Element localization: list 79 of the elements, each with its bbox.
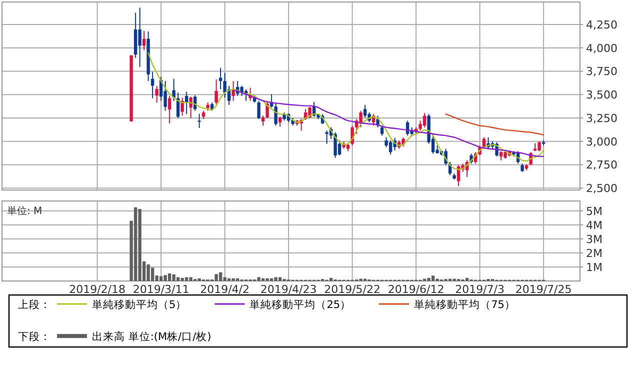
bar — [180, 278, 184, 281]
bar — [138, 209, 142, 281]
bar — [232, 278, 235, 281]
legend-label: 単純移動平均（25） — [250, 299, 352, 311]
y-tick-label: 2,500 — [586, 182, 618, 196]
candlestick — [380, 125, 384, 136]
candlestick — [223, 72, 226, 98]
y-tick-label: 3,250 — [586, 112, 618, 125]
x-tick-label: 2019/7/3 — [455, 283, 505, 296]
x-tick-label: 2019/5/22 — [324, 283, 381, 296]
y-tick-label: 3,500 — [586, 88, 618, 102]
legend-label: 単純移動平均（5） — [92, 299, 187, 311]
bar — [146, 264, 150, 281]
legend-title: 上段： — [18, 298, 51, 311]
text: 単位: M — [7, 205, 42, 217]
y-tick-label: 1M — [586, 260, 602, 274]
bar — [150, 268, 154, 281]
y-tick-label: 3M — [586, 232, 602, 246]
bar — [134, 207, 138, 281]
bar — [176, 277, 180, 281]
candlestick — [278, 116, 282, 128]
bar — [168, 273, 172, 281]
bar — [198, 278, 201, 281]
bar — [427, 278, 430, 281]
legend-title: 下段： — [18, 331, 51, 343]
bar — [431, 276, 435, 281]
candlestick — [325, 130, 328, 144]
y-tick-label: 2M — [586, 246, 602, 260]
candlestick — [168, 95, 172, 124]
candlestick — [384, 136, 388, 148]
candlestick — [363, 104, 367, 118]
candlestick — [499, 150, 503, 161]
bar — [274, 277, 278, 281]
bar — [266, 278, 269, 281]
y-tick-label: 4,000 — [586, 42, 618, 55]
y-tick-label: 3,000 — [586, 135, 618, 148]
x-tick-label: 2019/2/18 — [69, 283, 126, 296]
candlestick — [359, 110, 362, 128]
candlestick — [257, 100, 260, 120]
bar — [329, 278, 333, 281]
legend-label: 単純移動平均（75） — [414, 299, 516, 311]
legend-label: 出来高 単位:(M株/口/枚) — [92, 330, 212, 343]
bar — [218, 272, 222, 281]
candlestick — [538, 141, 541, 152]
y-tick-label: 3,750 — [586, 65, 618, 78]
bar — [257, 277, 260, 281]
candlestick — [388, 140, 392, 155]
candlestick — [180, 97, 184, 116]
x-tick-label: 2019/4/23 — [260, 283, 317, 296]
candlestick — [334, 132, 337, 158]
candlestick — [198, 113, 201, 128]
candlestick — [266, 102, 269, 119]
line-series — [445, 113, 544, 136]
y-tick-label: 2,750 — [586, 158, 618, 172]
candlestick — [261, 115, 265, 126]
candlestick — [155, 85, 158, 104]
candlestick — [138, 7, 142, 68]
bar — [172, 274, 176, 281]
y-tick-label: 4,250 — [586, 18, 618, 32]
x-tick-label: 2019/4/2 — [200, 283, 250, 296]
x-tick-label: 2019/7/25 — [515, 283, 572, 296]
x-tick-label: 2019/3/11 — [132, 283, 190, 296]
bar — [159, 276, 163, 281]
x-tick-label: 2019/6/12 — [388, 283, 444, 296]
bar — [278, 277, 282, 281]
bar — [184, 277, 188, 281]
bar — [465, 278, 469, 281]
bar — [189, 277, 192, 281]
y-tick-label: 4M — [586, 218, 602, 232]
candlestick — [274, 102, 278, 126]
bar — [164, 275, 167, 281]
candlestick — [240, 85, 244, 96]
candlestick — [214, 78, 218, 105]
y-tick-label: 5M — [586, 204, 602, 218]
bar — [214, 274, 218, 281]
candlestick — [422, 112, 426, 128]
candlestick — [172, 78, 176, 102]
candlestick — [164, 80, 167, 112]
candlestick — [189, 96, 192, 119]
